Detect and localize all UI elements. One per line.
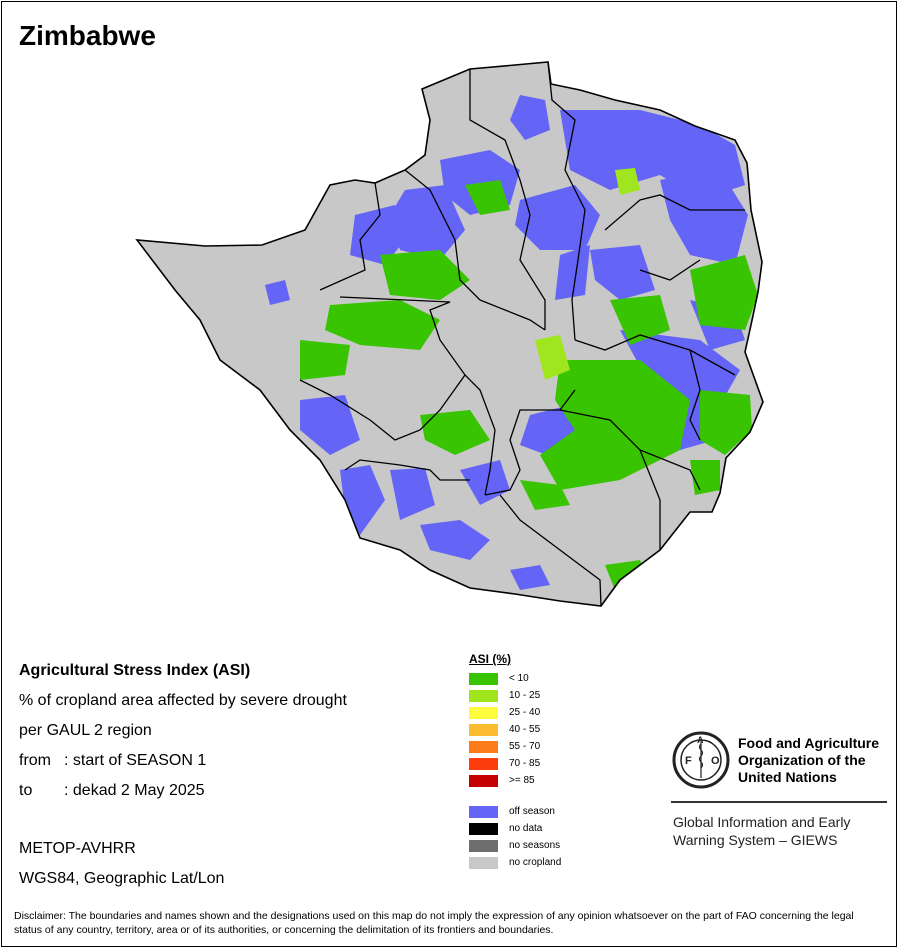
to-value: : dekad 2 May 2025 xyxy=(64,782,205,799)
fao-name-line-2: Organization of the xyxy=(738,752,866,768)
legend-swatch xyxy=(469,689,498,702)
legend-swatch xyxy=(469,805,498,818)
fao-name-line-1: Food and Agriculture xyxy=(738,735,880,751)
legend-label: no data xyxy=(509,823,543,834)
fao-name: Food and Agriculture Organization of the… xyxy=(738,735,898,786)
map-off-season-areas xyxy=(265,95,748,590)
fao-logo-icon: F O A xyxy=(672,731,730,789)
fao-branding: F O A Food and Agriculture Organization … xyxy=(671,730,879,795)
map-district-boundaries xyxy=(299,62,745,606)
legend-label: >= 85 xyxy=(509,775,535,786)
svg-text:F: F xyxy=(685,755,692,767)
legend-swatch xyxy=(469,856,498,869)
legend-item: no data xyxy=(469,820,561,837)
giews-label: Global Information and Early Warning Sys… xyxy=(673,813,850,849)
legend-swatch xyxy=(469,839,498,852)
legend-title: ASI (%) xyxy=(469,652,511,666)
projection-label: WGS84, Geographic Lat/Lon xyxy=(19,870,225,887)
legend-label: no cropland xyxy=(509,857,562,868)
legend-item: 40 - 55 xyxy=(469,721,561,738)
legend-swatch xyxy=(469,822,498,835)
map-info-block: Agricultural Stress Index (ASI) % of cro… xyxy=(19,656,347,806)
sensor-label: METOP-AVHRR xyxy=(19,840,136,857)
from-value: : start of SEASON 1 xyxy=(64,752,207,769)
giews-line-1: Global Information and Early xyxy=(673,814,851,830)
legend-label: 40 - 55 xyxy=(509,724,541,735)
map-title: Zimbabwe xyxy=(19,20,156,51)
legend-label: 70 - 85 xyxy=(509,758,541,769)
legend-swatch xyxy=(469,706,498,719)
legend-label: no seasons xyxy=(509,840,561,851)
map-metadata: METOP-AVHRR WGS84, Geographic Lat/Lon xyxy=(19,834,224,894)
legend-item: < 10 xyxy=(469,670,561,687)
legend-item: 55 - 70 xyxy=(469,738,561,755)
description-line-1: % of cropland area affected by severe dr… xyxy=(19,692,347,709)
period-to: to : dekad 2 May 2025 xyxy=(19,776,347,806)
legend-item: off season xyxy=(469,803,561,820)
giews-line-2: Warning System – GIEWS xyxy=(673,832,838,848)
legend: ASI (%) < 10 10 - 25 25 - 40 40 - 55 55 … xyxy=(469,652,561,871)
svg-text:O: O xyxy=(711,755,720,767)
period-from: from : start of SEASON 1 xyxy=(19,746,347,776)
legend-swatch xyxy=(469,757,498,770)
legend-label: 55 - 70 xyxy=(509,741,541,752)
fao-name-line-3: United Nations xyxy=(738,769,837,785)
country-map xyxy=(135,61,764,607)
map-country-outline xyxy=(135,61,764,607)
legend-label: 25 - 40 xyxy=(509,707,541,718)
index-heading: Agricultural Stress Index (ASI) xyxy=(19,662,251,679)
svg-text:A: A xyxy=(697,735,704,745)
legend-item: 25 - 40 xyxy=(469,704,561,721)
legend-label: < 10 xyxy=(509,673,529,684)
legend-item: no seasons xyxy=(469,837,561,854)
legend-item: no cropland xyxy=(469,854,561,871)
fao-divider xyxy=(671,801,887,803)
legend-swatch xyxy=(469,774,498,787)
legend-label: off season xyxy=(509,806,555,817)
legend-label: 10 - 25 xyxy=(509,690,541,701)
legend-item: 70 - 85 xyxy=(469,755,561,772)
legend-item: >= 85 xyxy=(469,772,561,789)
legend-swatch xyxy=(469,740,498,753)
legend-swatch xyxy=(469,672,498,685)
to-key: to xyxy=(19,782,33,799)
legend-item: 10 - 25 xyxy=(469,687,561,704)
from-key: from xyxy=(19,752,51,769)
map-asi-10-25-areas xyxy=(535,168,640,380)
disclaimer: Disclaimer: The boundaries and names sho… xyxy=(14,910,854,936)
description-line-2: per GAUL 2 region xyxy=(19,722,152,739)
legend-swatch xyxy=(469,723,498,736)
